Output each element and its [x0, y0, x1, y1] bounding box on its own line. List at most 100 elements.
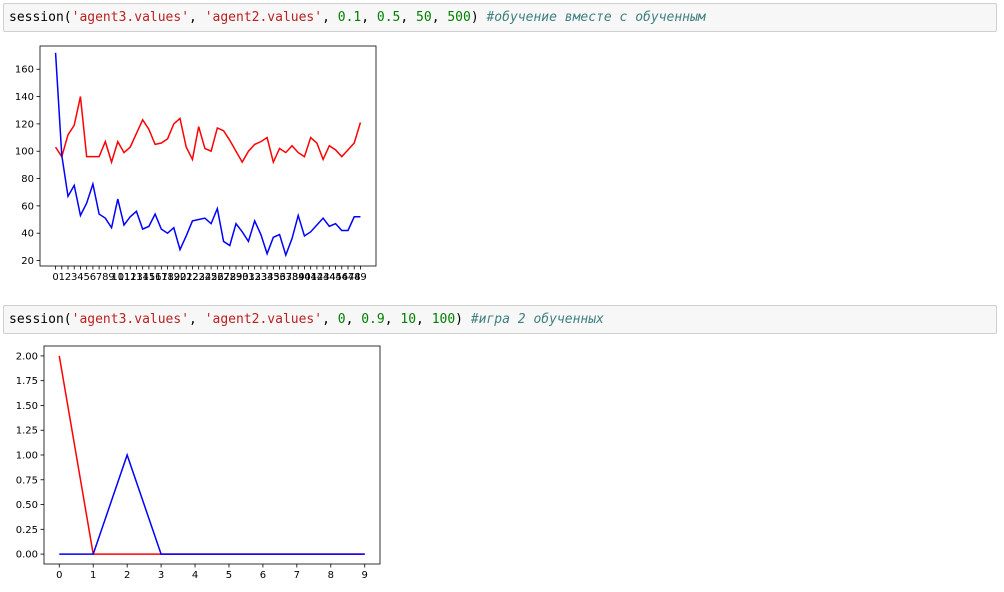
x-tick-label: 36 — [273, 272, 286, 283]
x-tick-label: 12 — [124, 272, 137, 283]
code-arg-string: 'agent2.values' — [204, 312, 323, 327]
x-tick-label: 5 — [226, 570, 232, 581]
x-tick-label: 7 — [294, 570, 300, 581]
x-tick-label: 6 — [90, 272, 96, 283]
x-tick-label: 34 — [261, 272, 274, 283]
code-comment: #игра 2 обученных — [470, 312, 604, 327]
code-func: session( — [9, 312, 72, 327]
x-tick-label: 38 — [286, 272, 299, 283]
x-tick-label: 19 — [167, 272, 180, 283]
x-tick-label: 35 — [267, 272, 280, 283]
x-tick-label: 16 — [149, 272, 162, 283]
x-tick-label: 15 — [143, 272, 156, 283]
y-tick-label: 1.25 — [16, 426, 38, 437]
y-tick-label: 1.00 — [16, 451, 38, 462]
x-tick-label: 49 — [354, 272, 367, 283]
x-tick-label: 5 — [83, 272, 89, 283]
x-tick-label: 28 — [223, 272, 236, 283]
y-tick-label: 0.00 — [16, 550, 38, 561]
x-tick-label: 48 — [348, 272, 361, 283]
x-tick-label: 39 — [292, 272, 305, 283]
code-close: ) — [455, 312, 471, 327]
code-sep: , — [345, 312, 362, 327]
x-tick-label: 9 — [108, 272, 114, 283]
x-tick-label: 44 — [323, 272, 336, 283]
code-comment: #обучение вместе с обученным — [486, 10, 706, 25]
code-arg-number: 0 — [337, 312, 346, 327]
x-tick-label: 2 — [124, 570, 130, 581]
code-arg-number: 100 — [431, 312, 456, 327]
chart-output-1: 20 40 60 80 100 120 140 160 0 1 2 3 4 5 6 7 8 9 10 11 12 13 14… — [0, 36, 400, 290]
code-arg-string: 'agent3.values' — [71, 10, 190, 25]
y-tick-label: 1.50 — [16, 401, 38, 412]
line-chart-2: 0.00 0.25 0.50 0.75 1.00 1.25 1.50 1.75 2.00 0 1 2 3… — [16, 345, 381, 581]
x-tick-label: 14 — [136, 272, 149, 283]
y-tick-label: 100 — [15, 147, 34, 158]
code-sep: , — [416, 312, 432, 327]
y-tick-label: 40 — [21, 229, 34, 240]
code-sep: , — [431, 10, 448, 25]
x-tick-label: 23 — [192, 272, 205, 283]
y-tick-label: 60 — [21, 201, 34, 212]
x-tick-label: 10 — [111, 272, 124, 283]
x-tick-label: 40 — [298, 272, 311, 283]
code-arg-number: 500 — [447, 10, 471, 25]
x-tick-label: 1 — [90, 570, 96, 581]
code-sep: , — [189, 10, 205, 25]
x-tick-label: 32 — [248, 272, 261, 283]
code-sep: , — [322, 312, 338, 327]
x-tick-label: 4 — [77, 272, 83, 283]
code-sep: , — [189, 312, 205, 327]
x-tick-label: 25 — [205, 272, 218, 283]
code-arg-number: 0.9 — [361, 312, 385, 327]
x-tick-label: 9 — [362, 570, 368, 581]
plot-frame — [39, 45, 377, 267]
code-func: session( — [9, 10, 72, 25]
y-tick-label: 160 — [15, 65, 34, 76]
y-tick-label: 120 — [15, 119, 34, 130]
x-tick-label: 33 — [255, 272, 268, 283]
x-tick-label: 6 — [260, 570, 266, 581]
x-tick-label: 8 — [102, 272, 108, 283]
y-tick-label: 0.75 — [16, 475, 38, 486]
x-tick-label: 29 — [230, 272, 243, 283]
x-tick-label: 43 — [317, 272, 330, 283]
series-line-red — [54, 96, 362, 165]
x-tick-label: 13 — [130, 272, 143, 283]
chart-output-2: 0.00 0.25 0.50 0.75 1.00 1.25 1.50 1.75 2.00 0 1 2 3… — [0, 338, 400, 592]
plot-frame — [43, 345, 381, 565]
x-tick-label: 11 — [118, 272, 131, 283]
x-tick-label: 46 — [335, 272, 348, 283]
x-tick-label: 31 — [242, 272, 255, 283]
x-tick-label: 1 — [59, 272, 65, 283]
y-tick-label: 1.75 — [16, 376, 38, 387]
x-tick-label: 30 — [236, 272, 249, 283]
x-tick-label: 7 — [96, 272, 102, 283]
series-line-blue — [54, 52, 361, 258]
code-arg-string: 'agent2.values' — [204, 10, 323, 25]
x-tick-label: 37 — [279, 272, 292, 283]
x-tick-label: 3 — [71, 272, 77, 283]
x-tick-label: 47 — [342, 272, 355, 283]
code-arg-number: 0.1 — [337, 10, 362, 25]
x-tick-label: 26 — [211, 272, 224, 283]
code-cell-1[interactable]: session('agent3.values', 'agent2.values'… — [3, 3, 997, 32]
x-tick-label: 27 — [217, 272, 230, 283]
x-tick-label: 24 — [199, 272, 212, 283]
code-close: ) — [470, 10, 487, 25]
y-tick-label: 2.00 — [16, 351, 38, 362]
x-tick-label: 42 — [311, 272, 324, 283]
code-sep: , — [400, 10, 417, 25]
x-tick-label: 2 — [65, 272, 71, 283]
x-tick-label: 22 — [186, 272, 199, 283]
y-tick-label: 20 — [21, 256, 34, 267]
code-arg-number: 10 — [400, 312, 417, 327]
x-tick-label: 4 — [192, 570, 198, 581]
code-cell-2[interactable]: session('agent3.values', 'agent2.values'… — [3, 305, 997, 334]
y-tick-label: 0.50 — [16, 500, 38, 511]
code-sep: , — [361, 10, 377, 25]
x-tick-label: 21 — [180, 272, 193, 283]
x-tick-label: 18 — [161, 272, 174, 283]
x-tick-label: 0 — [52, 272, 58, 283]
